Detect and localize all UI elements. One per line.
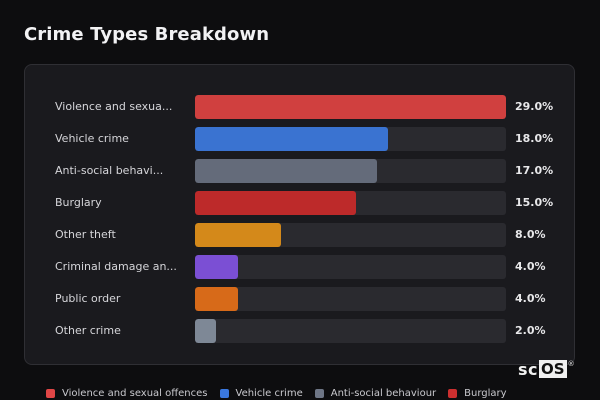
legend-label: Burglary: [464, 387, 507, 399]
category-label: Other theft: [55, 228, 116, 241]
legend-item: Anti-social behaviour: [314, 387, 437, 399]
logo-text-os: OS: [539, 360, 567, 378]
bar: [195, 255, 238, 279]
legend-item: Vehicle crime: [219, 387, 303, 399]
bar-track: [195, 319, 506, 343]
legend-label: Vehicle crime: [235, 387, 303, 399]
legend-item: Violence and sexual offences: [46, 388, 208, 399]
category-label: Public order: [55, 292, 121, 305]
bar-track: [195, 223, 506, 247]
scos-logo: sc OS ®: [518, 359, 575, 379]
bar-row: Public order 4.0%: [25, 287, 574, 311]
category-label: Vehicle crime: [55, 132, 129, 145]
category-label: Other crime: [55, 324, 121, 337]
legend-swatch: [219, 388, 229, 398]
value-label: 29.0%: [515, 100, 554, 113]
bar-track: [195, 159, 506, 183]
bar: [195, 319, 216, 343]
bar: [195, 127, 388, 151]
chart-legend: Violence and sexual offences Vehicle crim…: [46, 386, 519, 400]
bar: [195, 223, 281, 247]
value-label: 4.0%: [515, 260, 546, 273]
bar-track: [195, 191, 506, 215]
bar: [195, 95, 506, 119]
bar: [195, 191, 356, 215]
logo-text-sc: sc: [518, 359, 539, 379]
bar-row: Vehicle crime 18.0%: [25, 127, 574, 151]
bar-row: Other crime 2.0%: [25, 319, 574, 343]
chart-panel: Violence and sexua... 29.0% Vehicle crime 1…: [24, 64, 575, 365]
bar-track: [195, 287, 506, 311]
category-label: Anti-social behavi...: [55, 164, 164, 177]
bar-row: Other theft 8.0%: [25, 223, 574, 247]
value-label: 2.0%: [515, 324, 546, 337]
bar-row: Anti-social behavi... 17.0%: [25, 159, 574, 183]
legend-swatch: [314, 388, 324, 398]
bar: [195, 287, 238, 311]
legend-swatch: [46, 388, 55, 398]
value-label: 15.0%: [515, 196, 554, 209]
bar-row: Burglary 15.0%: [25, 191, 574, 215]
registered-mark: ®: [567, 360, 575, 368]
bar-row: Criminal damage an... 4.0%: [25, 255, 574, 279]
legend-item: Burglary: [448, 387, 507, 399]
chart-title: Crime Types Breakdown: [24, 24, 270, 45]
category-label: Violence and sexua...: [55, 100, 173, 113]
bar-track: [195, 95, 506, 119]
legend-label: Violence and sexual offences: [62, 387, 208, 399]
value-label: 8.0%: [515, 228, 546, 241]
category-label: Criminal damage an...: [55, 260, 177, 273]
bar-track: [195, 127, 506, 151]
bar: [195, 159, 377, 183]
bar-row: Violence and sexua... 29.0%: [25, 95, 574, 119]
bar-track: [195, 255, 506, 279]
legend-label: Anti-social behaviour: [330, 387, 437, 399]
value-label: 4.0%: [515, 292, 546, 305]
legend-swatch: [448, 388, 458, 398]
value-label: 17.0%: [515, 164, 554, 177]
value-label: 18.0%: [515, 132, 554, 145]
category-label: Burglary: [55, 196, 102, 209]
